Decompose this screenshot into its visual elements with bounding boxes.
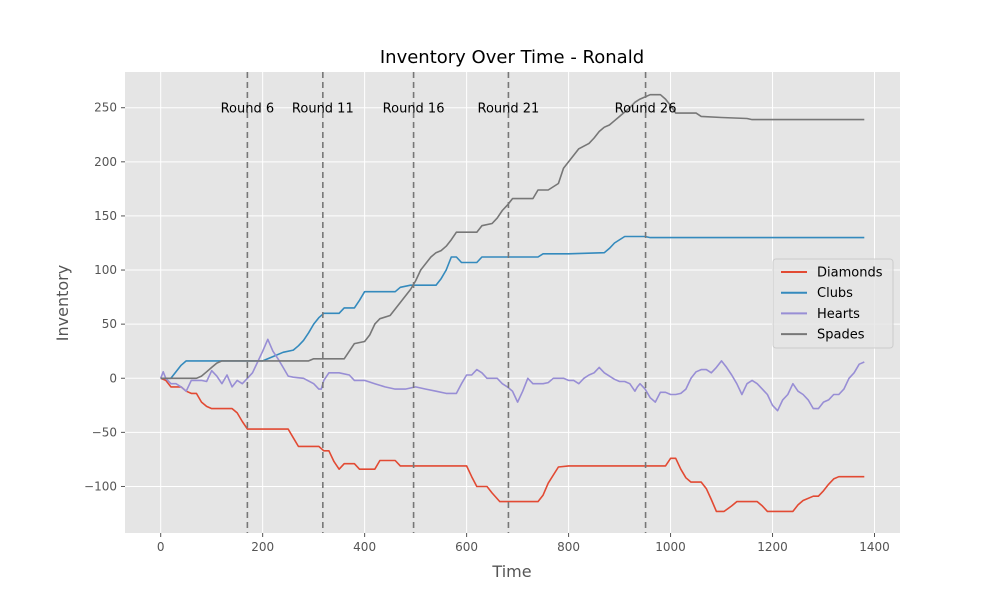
legend-box: [772, 258, 894, 349]
y-tick-label: 200: [94, 155, 117, 169]
x-tick-label: 200: [251, 540, 274, 554]
x-axis-label: Time: [491, 562, 531, 581]
round-markers: Round 6 Round 11 Round 16 Round 21 Round 26: [221, 72, 677, 533]
round-marker-label: Round 26: [615, 102, 677, 117]
series-lines: [159, 93, 865, 513]
y-tick-label: 100: [94, 263, 117, 277]
round-marker-label: Round 21: [478, 102, 540, 117]
x-tick-label: 600: [455, 540, 478, 554]
x-tick-label: 800: [557, 540, 580, 554]
legend-label: Clubs: [817, 286, 853, 301]
round-marker-label: Round 11: [292, 102, 354, 117]
plot-background: [125, 72, 900, 533]
y-tick-label: −100: [84, 479, 117, 493]
y-tick-label: 50: [102, 317, 117, 331]
x-tick-label: 1400: [859, 540, 890, 554]
round-marker-label: Round 6: [221, 102, 275, 117]
y-tick-label: 0: [109, 371, 117, 385]
y-tick-label: 250: [94, 101, 117, 115]
legend-label: Spades: [817, 328, 865, 343]
y-axis-ticks: −100 −50 0 50 100 150 200 250: [84, 101, 125, 493]
series-line-hearts: [159, 338, 865, 412]
y-axis-label: Inventory: [53, 265, 72, 341]
round-marker-label: Round 16: [383, 102, 445, 117]
series-line-spades: [160, 93, 865, 380]
x-tick-label: 1200: [757, 540, 788, 554]
series-line-clubs: [160, 235, 865, 380]
y-tick-label: 150: [94, 209, 117, 223]
series-line-diamonds: [160, 377, 865, 513]
grid-lines: [125, 72, 900, 533]
x-tick-label: 400: [353, 540, 376, 554]
y-tick-label: −50: [92, 425, 117, 439]
x-axis-ticks: 0 200 400 600 800 1000 1200 1400: [157, 533, 890, 554]
legend: Diamonds Clubs Hearts Spades: [772, 258, 894, 349]
x-tick-label: 1000: [655, 540, 686, 554]
legend-label: Hearts: [817, 307, 860, 322]
legend-label: Diamonds: [817, 266, 883, 281]
chart-title: Inventory Over Time - Ronald: [380, 47, 644, 68]
x-tick-label: 0: [157, 540, 165, 554]
